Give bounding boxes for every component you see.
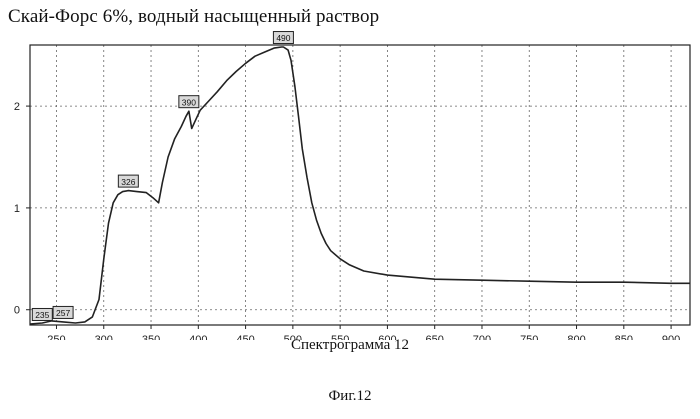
y-tick-label: 0 (14, 305, 20, 317)
peak-annotations: 235 257 326 390 490 (31, 31, 294, 321)
figure-label: Фиг.12 (328, 388, 372, 404)
y-axis: 0 1 2 (14, 101, 30, 317)
peak-label-text: 390 (182, 97, 196, 107)
spectrogram-caption: Спектрограмма 12 (290, 337, 410, 353)
peak-label-box (31, 307, 53, 321)
peak-label: 326 (117, 174, 139, 188)
y-tick-label: 2 (14, 101, 20, 113)
plot-frame (29, 44, 691, 326)
peak-label-box (52, 305, 74, 319)
peak-label-text: 257 (56, 308, 70, 318)
peak-label-text: 490 (276, 33, 290, 43)
series-line (29, 46, 690, 325)
peak-label-box (272, 31, 294, 45)
page-title: Скай-Форс 6%, водный насыщенный раствор (8, 6, 380, 27)
peak-label: 235 (31, 307, 53, 321)
peak-label-text: 326 (121, 177, 135, 187)
y-tick-label: 1 (14, 203, 20, 215)
peak-label-box (178, 95, 200, 109)
chart-grid (30, 45, 690, 325)
peak-label-box (117, 174, 139, 188)
spectrogram-chart: 012 250 300 350 400 450 500 550 600 650 700 750 800… (14, 31, 691, 346)
peak-label: 490 (272, 31, 294, 45)
peak-label-text: 235 (35, 310, 49, 320)
peak-label: 390 (178, 95, 200, 109)
peak-label: 257 (52, 305, 74, 319)
